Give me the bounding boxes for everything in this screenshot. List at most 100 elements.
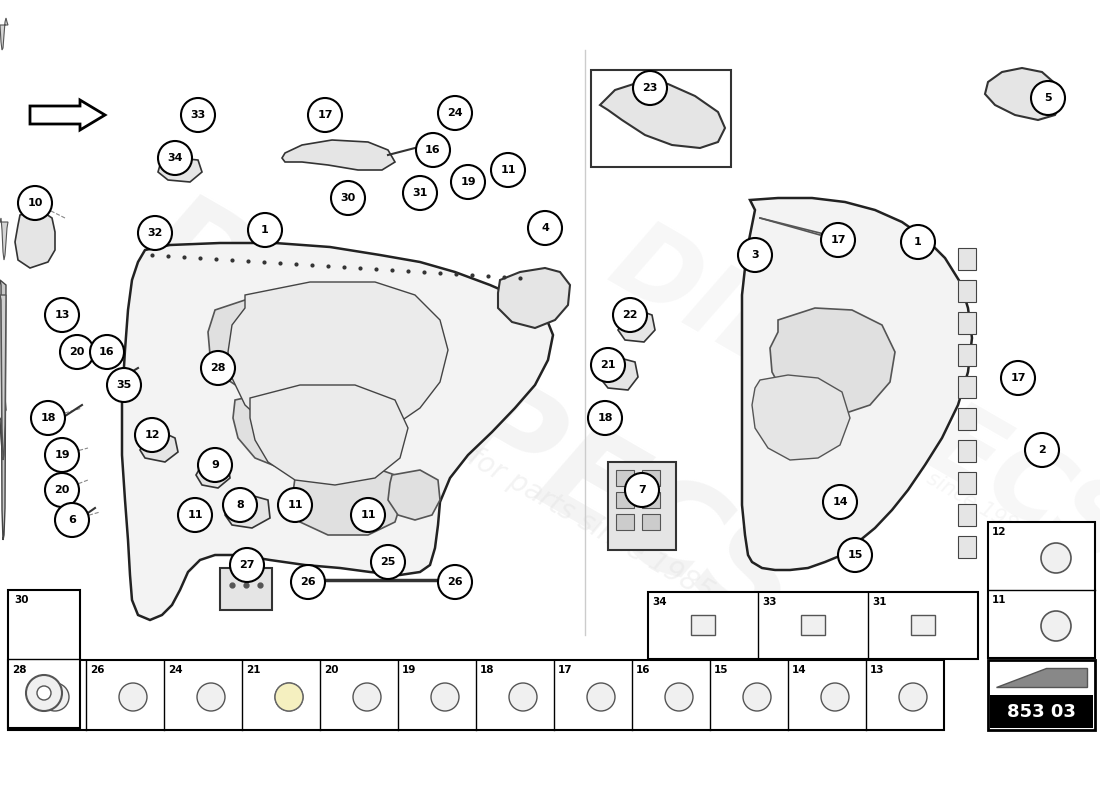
Text: 28: 28 [210,363,225,373]
Circle shape [223,488,257,522]
Text: DIDSPECS: DIDSPECS [593,211,1100,589]
Text: 25: 25 [381,557,396,567]
Bar [958,248,976,270]
Text: 10: 10 [28,198,43,208]
Polygon shape [770,308,895,415]
Text: 14: 14 [792,665,806,675]
Circle shape [1041,611,1071,641]
Bar [988,660,1094,730]
Circle shape [138,216,172,250]
Polygon shape [0,295,6,460]
Bar [988,522,1094,658]
Text: 5: 5 [1044,93,1052,103]
Circle shape [528,211,562,245]
Circle shape [45,298,79,332]
Text: 20: 20 [69,347,85,357]
Circle shape [455,573,469,587]
Bar [958,472,976,494]
Circle shape [119,683,147,711]
Circle shape [625,473,659,507]
Polygon shape [742,198,972,570]
Text: 17: 17 [1010,373,1025,383]
Polygon shape [0,218,8,260]
Circle shape [158,141,192,175]
Text: 26: 26 [448,577,463,587]
Polygon shape [208,290,420,405]
Polygon shape [0,280,6,540]
Circle shape [823,485,857,519]
Circle shape [438,565,472,599]
Circle shape [275,683,302,711]
Circle shape [1025,433,1059,467]
Bar [648,592,978,659]
Polygon shape [388,470,440,520]
Text: 7: 7 [638,485,646,495]
Polygon shape [752,375,850,460]
Circle shape [899,683,927,711]
Polygon shape [140,432,178,462]
Text: 29: 29 [418,142,432,152]
Text: 14: 14 [833,497,848,507]
Circle shape [26,675,62,711]
Circle shape [431,683,459,711]
Circle shape [588,401,621,435]
Circle shape [901,225,935,259]
Text: 4: 4 [541,223,549,233]
Text: 16: 16 [426,145,441,155]
Text: 23: 23 [642,83,658,93]
Circle shape [1031,81,1065,115]
Circle shape [107,368,141,402]
Bar [8,660,944,730]
Text: 28: 28 [12,665,26,675]
Text: 19: 19 [460,177,476,187]
Circle shape [838,538,872,572]
Bar [801,615,825,635]
Text: 16: 16 [99,347,114,357]
Circle shape [403,176,437,210]
Text: 31: 31 [412,188,428,198]
Circle shape [613,298,647,332]
Bar [958,280,976,302]
Polygon shape [996,668,1087,687]
Text: 24: 24 [168,665,183,675]
Circle shape [587,683,615,711]
Circle shape [331,181,365,215]
Text: 33: 33 [190,110,206,120]
Bar [591,70,732,167]
Text: 35: 35 [117,380,132,390]
Polygon shape [15,210,55,268]
Bar [642,514,660,530]
Text: 17: 17 [317,110,332,120]
Text: 21: 21 [246,665,261,675]
Text: 18: 18 [41,413,56,423]
Circle shape [45,473,79,507]
Text: 26: 26 [300,577,316,587]
Polygon shape [498,268,570,328]
Circle shape [451,165,485,199]
Circle shape [632,71,667,105]
Polygon shape [0,398,6,450]
Text: 8: 8 [236,500,244,510]
Circle shape [509,683,537,711]
Text: 15: 15 [847,550,862,560]
Circle shape [248,213,282,247]
Text: 12: 12 [144,430,159,440]
Text: 853 03: 853 03 [1006,703,1076,721]
Text: 34: 34 [652,597,667,607]
Polygon shape [292,462,402,535]
Text: 30: 30 [340,193,355,203]
Bar [642,492,660,508]
Circle shape [351,498,385,532]
Text: 17: 17 [558,665,573,675]
Text: 1: 1 [914,237,922,247]
Circle shape [37,686,51,700]
Polygon shape [196,460,230,488]
Polygon shape [228,282,448,440]
Polygon shape [226,495,270,528]
Circle shape [438,96,472,130]
Text: 31: 31 [872,597,887,607]
Bar [8,590,80,728]
Text: 18: 18 [597,413,613,423]
Circle shape [198,448,232,482]
Polygon shape [250,385,408,485]
